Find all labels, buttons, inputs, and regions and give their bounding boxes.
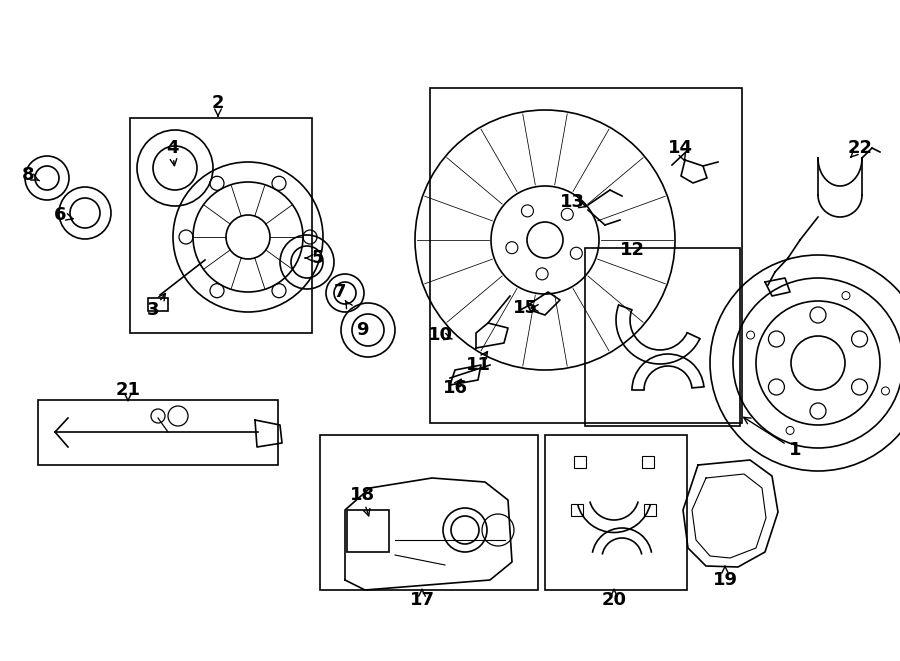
Text: 4: 4 (166, 139, 178, 157)
Bar (571, 504, 583, 516)
Text: 10: 10 (428, 326, 453, 344)
Text: 15: 15 (512, 299, 537, 317)
Text: 14: 14 (668, 139, 692, 157)
Bar (148, 298, 168, 311)
Text: 22: 22 (848, 139, 872, 157)
Bar (642, 456, 654, 468)
Text: 5: 5 (311, 249, 324, 267)
Text: 1: 1 (788, 441, 801, 459)
Text: 18: 18 (349, 486, 374, 504)
Text: 8: 8 (22, 166, 34, 184)
Text: 9: 9 (356, 321, 368, 339)
Text: 2: 2 (212, 94, 224, 112)
Text: 21: 21 (115, 381, 140, 399)
Text: 13: 13 (560, 193, 584, 211)
Text: 20: 20 (601, 591, 626, 609)
Text: 16: 16 (443, 379, 467, 397)
Text: 12: 12 (619, 241, 644, 259)
Text: 6: 6 (54, 206, 67, 224)
Text: 7: 7 (334, 283, 346, 301)
Text: 17: 17 (410, 591, 435, 609)
Bar (430, 88, 742, 423)
Bar (574, 456, 586, 468)
Bar (585, 248, 740, 426)
Text: 3: 3 (147, 301, 159, 319)
Bar (38, 400, 278, 465)
Bar (320, 435, 538, 590)
Bar (545, 435, 687, 590)
Bar (130, 118, 312, 333)
Bar (644, 504, 656, 516)
Bar (347, 510, 389, 552)
Text: 19: 19 (713, 571, 737, 589)
Text: 11: 11 (465, 356, 491, 374)
